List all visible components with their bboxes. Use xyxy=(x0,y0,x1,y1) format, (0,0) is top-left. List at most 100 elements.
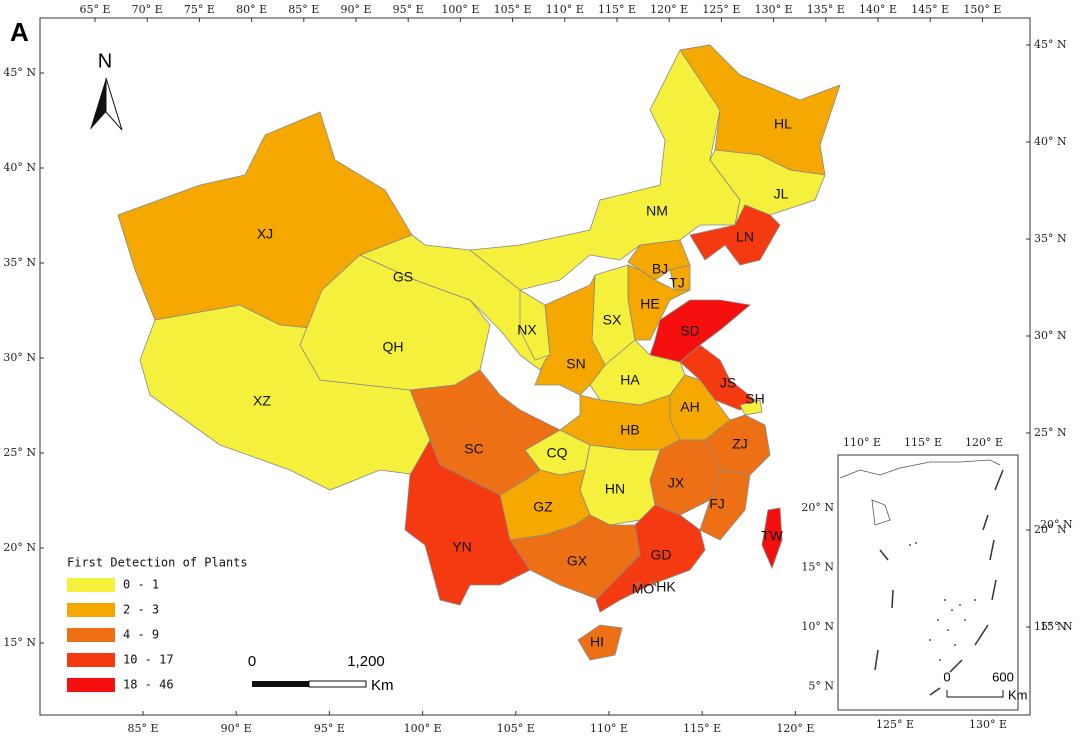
province xyxy=(519,289,551,361)
province-label: JX xyxy=(668,475,685,491)
province-label: ZJ xyxy=(732,436,748,452)
province-label: NX xyxy=(517,322,537,338)
legend-swatch xyxy=(67,603,115,617)
panel-label: A xyxy=(10,17,29,47)
province-label: JS xyxy=(720,375,736,391)
inset-boundary xyxy=(874,469,1004,696)
province-label: TW xyxy=(761,528,784,544)
province-label: HI xyxy=(590,634,604,650)
top-tick-label: 90° E xyxy=(340,3,371,16)
province-label: JL xyxy=(774,186,789,202)
top-tick-label: 80° E xyxy=(236,3,267,16)
province-label: YN xyxy=(452,539,471,555)
left-tick-label: 15° N xyxy=(3,636,36,649)
province-label: BJ xyxy=(652,261,668,277)
province-label: HN xyxy=(605,481,625,497)
inset-top-tick: 120° E xyxy=(965,436,1003,449)
province xyxy=(409,369,561,496)
inset-top-tick: 115° E xyxy=(904,436,942,449)
province-label: MO xyxy=(632,581,655,597)
inset-scale-start: 0 xyxy=(943,669,950,684)
inset-left-tick: 5° N xyxy=(808,680,834,693)
scale-start: 0 xyxy=(248,653,256,670)
scale-bar xyxy=(308,680,367,688)
scale-unit: Km xyxy=(371,677,394,694)
inset-left-tick: 15° N xyxy=(801,561,834,574)
province-label: SN xyxy=(566,356,585,372)
scale-end: 1,200 xyxy=(347,653,385,670)
right-tick-label: 40° N xyxy=(1034,135,1067,148)
province-label: XZ xyxy=(253,393,271,409)
province xyxy=(577,624,623,661)
province xyxy=(534,274,606,396)
province-label: CQ xyxy=(547,445,568,461)
bottom-tick-label: 105° E xyxy=(497,722,535,735)
right-tick-label: 30° N xyxy=(1034,329,1067,342)
province-label: GX xyxy=(567,553,588,569)
left-tick-label: 30° N xyxy=(3,351,36,364)
bottom-tick-label: 115° E xyxy=(683,722,721,735)
legend-label: 4 - 9 xyxy=(123,628,159,642)
province xyxy=(761,507,783,570)
province-label: SC xyxy=(464,441,483,457)
top-tick-label: 130° E xyxy=(755,3,793,16)
left-tick-label: 35° N xyxy=(3,256,36,269)
top-tick-label: 95° E xyxy=(393,3,424,16)
inset-top-tick: 110° E xyxy=(843,436,881,449)
province-label: SD xyxy=(680,323,699,339)
bottom-tick-label: 120° E xyxy=(776,722,814,735)
inset-bottom-tick: 130° E xyxy=(969,718,1007,731)
right-tick-label: 25° N xyxy=(1034,426,1067,439)
inset-frame xyxy=(837,454,1019,711)
province xyxy=(635,581,642,588)
legend-swatch xyxy=(67,678,115,692)
north-arrow xyxy=(90,78,106,130)
province-label: FJ xyxy=(709,496,725,512)
left-tick-label: 40° N xyxy=(3,161,36,174)
right-tick-label: 45° N xyxy=(1034,38,1067,51)
right-tick-label: 15° N xyxy=(1034,620,1067,633)
top-tick-label: 70° E xyxy=(132,3,163,16)
bottom-tick-label: 95° E xyxy=(314,722,345,735)
north-arrow xyxy=(105,77,123,131)
legend-label: 2 - 3 xyxy=(123,603,159,617)
bottom-tick-label: 110° E xyxy=(590,722,628,735)
top-tick-label: 135° E xyxy=(807,3,845,16)
province-label: XJ xyxy=(257,226,273,242)
left-tick-label: 20° N xyxy=(3,541,36,554)
province-label: GZ xyxy=(533,499,553,515)
top-tick-label: 150° E xyxy=(963,3,1001,16)
inset-right-tick: 20° N xyxy=(1040,518,1073,531)
legend-swatch xyxy=(67,628,115,642)
province xyxy=(689,204,781,266)
province-label: HE xyxy=(640,296,659,312)
province-label: GS xyxy=(393,269,413,285)
top-tick-label: 140° E xyxy=(859,3,897,16)
top-tick-label: 100° E xyxy=(441,3,479,16)
province-label: SH xyxy=(745,391,764,407)
inset-left-tick: 10° N xyxy=(801,620,834,633)
province xyxy=(679,44,841,176)
bottom-tick-label: 85° E xyxy=(127,722,158,735)
north-label: N xyxy=(98,50,112,72)
province-label: LN xyxy=(736,229,754,245)
province xyxy=(739,399,763,416)
province xyxy=(468,44,741,291)
map-frame xyxy=(39,17,1031,716)
province-label: QH xyxy=(383,339,404,355)
bottom-tick-label: 100° E xyxy=(404,722,442,735)
province-label: HL xyxy=(774,116,792,132)
province-label: NM xyxy=(646,203,668,219)
province xyxy=(595,504,706,613)
province xyxy=(649,299,751,363)
inset-scale-unit: Km xyxy=(1008,687,1028,702)
inset-left-tick: 20° N xyxy=(801,501,834,514)
inset-right-tick: 15° N xyxy=(1040,620,1073,633)
inset-islands xyxy=(909,542,976,661)
top-tick-label: 145° E xyxy=(911,3,949,16)
left-tick-label: 25° N xyxy=(3,446,36,459)
top-tick-label: 105° E xyxy=(494,3,532,16)
province-label: TJ xyxy=(669,275,685,291)
province-label: HA xyxy=(620,372,640,388)
legend-title: First Detection of Plants xyxy=(67,556,248,570)
